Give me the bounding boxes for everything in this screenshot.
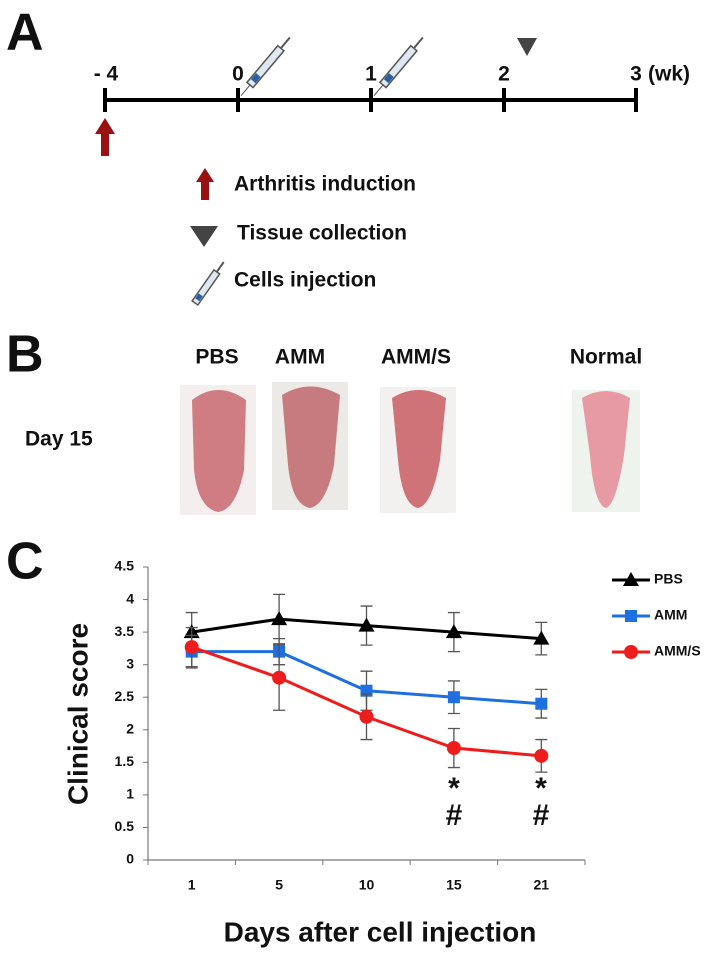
marker (625, 610, 637, 622)
timeline-label: 2 (498, 63, 510, 86)
marker (358, 617, 375, 632)
group-label: AMM/S (381, 346, 451, 369)
legend-text: Cells injection (234, 269, 376, 292)
significance: * (535, 772, 547, 805)
marker (533, 630, 550, 645)
marker (272, 670, 287, 685)
legend-syringe (191, 261, 225, 307)
y-tick-label: 0.5 (115, 818, 135, 834)
tissue-marker (517, 38, 537, 56)
y-tick-label: 1.5 (115, 753, 135, 769)
x-tick-label: 21 (534, 877, 550, 893)
marker (623, 572, 639, 586)
y-tick-label: 2 (126, 720, 134, 736)
induction-arrow (95, 118, 115, 156)
legend-arrow (196, 168, 214, 200)
marker (184, 640, 199, 655)
timeline-label: 0 (232, 63, 244, 86)
panel-label: C (6, 533, 44, 591)
x-tick-label: 5 (275, 877, 283, 893)
timeline-label: 1 (365, 63, 377, 86)
syringe (240, 36, 291, 97)
y-tick-label: 4 (126, 590, 134, 606)
marker (359, 709, 374, 724)
legend-label: AMM (654, 607, 687, 623)
marker (535, 697, 548, 710)
syringe (373, 36, 424, 97)
x-tick-label: 10 (359, 877, 375, 893)
y-tick-label: 1 (126, 786, 134, 802)
y-tick-label: 3 (126, 655, 134, 671)
legend-text: Arthritis induction (234, 173, 416, 196)
marker (445, 624, 462, 639)
marker (447, 691, 460, 704)
timeline-unit: (wk) (648, 63, 690, 86)
y-tick-label: 3.5 (115, 623, 135, 639)
panel-label: A (6, 4, 44, 62)
marker (624, 645, 638, 659)
y-tick-label: 4.5 (115, 558, 135, 574)
timeline-label: 3 (630, 63, 642, 86)
group-label: AMM (275, 346, 325, 369)
panel-label: B (6, 326, 44, 384)
group-label: Normal (570, 346, 642, 369)
y-tick-label: 0 (126, 851, 134, 867)
legend-label: PBS (654, 571, 683, 587)
timeline-ticks (103, 88, 638, 112)
marker (271, 611, 288, 626)
marker (446, 741, 461, 756)
day-label: Day 15 (25, 428, 93, 451)
legend-text: Tissue collection (237, 222, 407, 245)
x-axis-title: Days after cell injection (224, 916, 537, 947)
significance: * (448, 772, 460, 805)
legend-triangle (190, 226, 218, 247)
legend-label: AMM/S (654, 643, 701, 659)
y-axis-title: Clinical score (62, 623, 93, 805)
paw-photo (180, 382, 640, 515)
x-tick-label: 1 (188, 877, 196, 893)
x-tick-label: 15 (446, 877, 462, 893)
marker (534, 748, 549, 763)
timeline-label: - 4 (94, 63, 119, 86)
group-label: PBS (195, 346, 238, 369)
significance: # (446, 799, 463, 832)
significance: # (533, 799, 550, 832)
y-tick-label: 2.5 (115, 688, 135, 704)
